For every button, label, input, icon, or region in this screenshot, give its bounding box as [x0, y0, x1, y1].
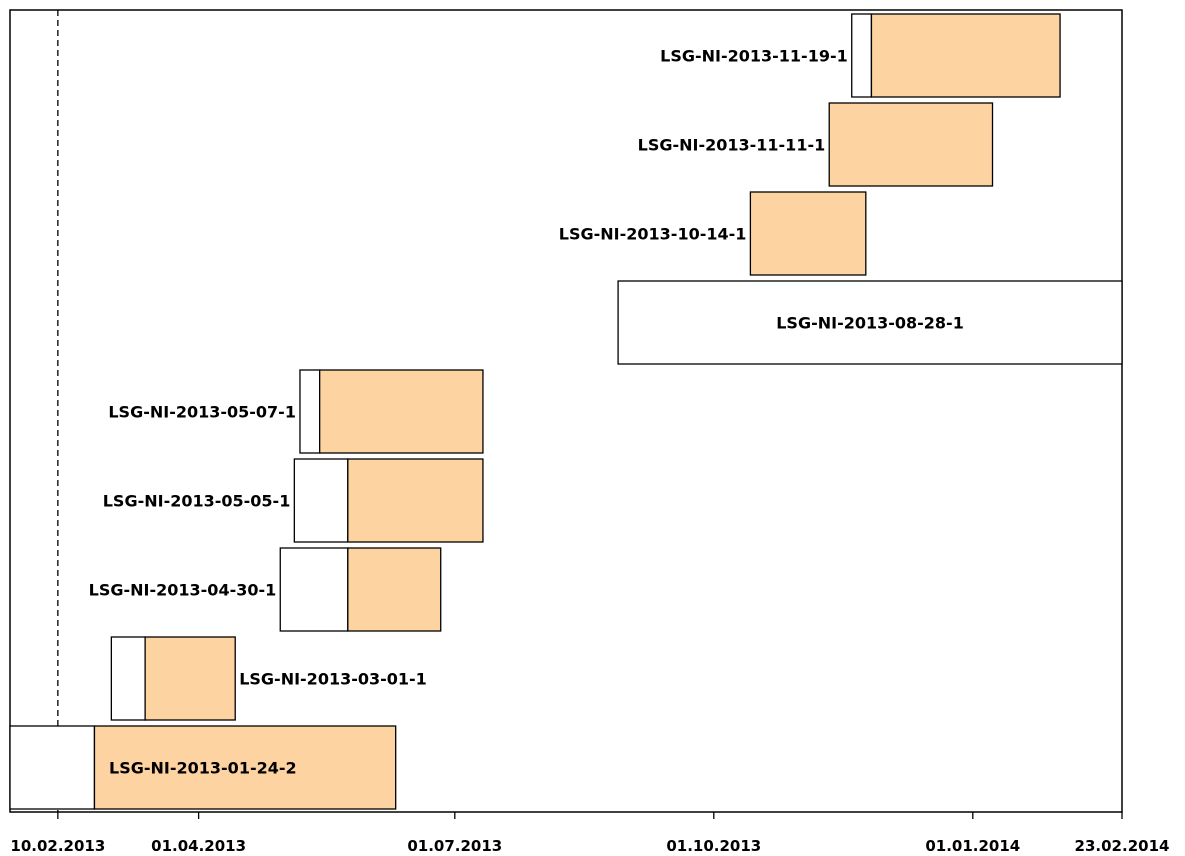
task-label: LSG-NI-2013-08-28-1 [776, 314, 964, 333]
task-waiting-bar [299, 369, 321, 454]
task-waiting-bar [617, 280, 1123, 365]
task-label: LSG-NI-2013-05-07-1 [108, 403, 296, 422]
task-active-bar [347, 458, 484, 543]
task-waiting-bar [851, 13, 873, 98]
task-label: LSG-NI-2013-04-30-1 [89, 581, 277, 600]
x-tick-label: 01.10.2013 [666, 837, 761, 855]
task-active-bar [93, 725, 397, 810]
x-tick-label: 01.07.2013 [407, 837, 502, 855]
x-tick-label: 01.01.2014 [925, 837, 1020, 855]
task-label: LSG-NI-2013-10-14-1 [559, 225, 747, 244]
task-label: LSG-NI-2013-11-11-1 [638, 136, 826, 155]
task-active-bar [870, 13, 1061, 98]
task-label: LSG-NI-2013-11-19-1 [660, 47, 848, 66]
plot-area: LSG-NI-2013-01-24-2 LSG-NI-2013-03-01-1 LS… [9, 9, 1170, 855]
task-active-bar [749, 191, 867, 276]
task-label: LSG-NI-2013-01-24-2 [109, 759, 297, 778]
task-waiting-bar [110, 636, 146, 721]
task-waiting-bar [9, 725, 96, 810]
x-tick-label: 01.04.2013 [151, 837, 246, 855]
task-waiting-bar [293, 458, 349, 543]
task-active-bar [144, 636, 236, 721]
x-tick-label: 10.02.2013 [10, 837, 105, 855]
task-label: LSG-NI-2013-05-05-1 [103, 492, 291, 511]
task-active-bar [828, 102, 994, 187]
x-tick-label: 23.02.2014 [1075, 837, 1170, 855]
task-active-bar [319, 369, 484, 454]
task-active-bar [347, 547, 442, 632]
task-label: LSG-NI-2013-03-01-1 [239, 670, 427, 689]
task-waiting-bar [279, 547, 349, 632]
